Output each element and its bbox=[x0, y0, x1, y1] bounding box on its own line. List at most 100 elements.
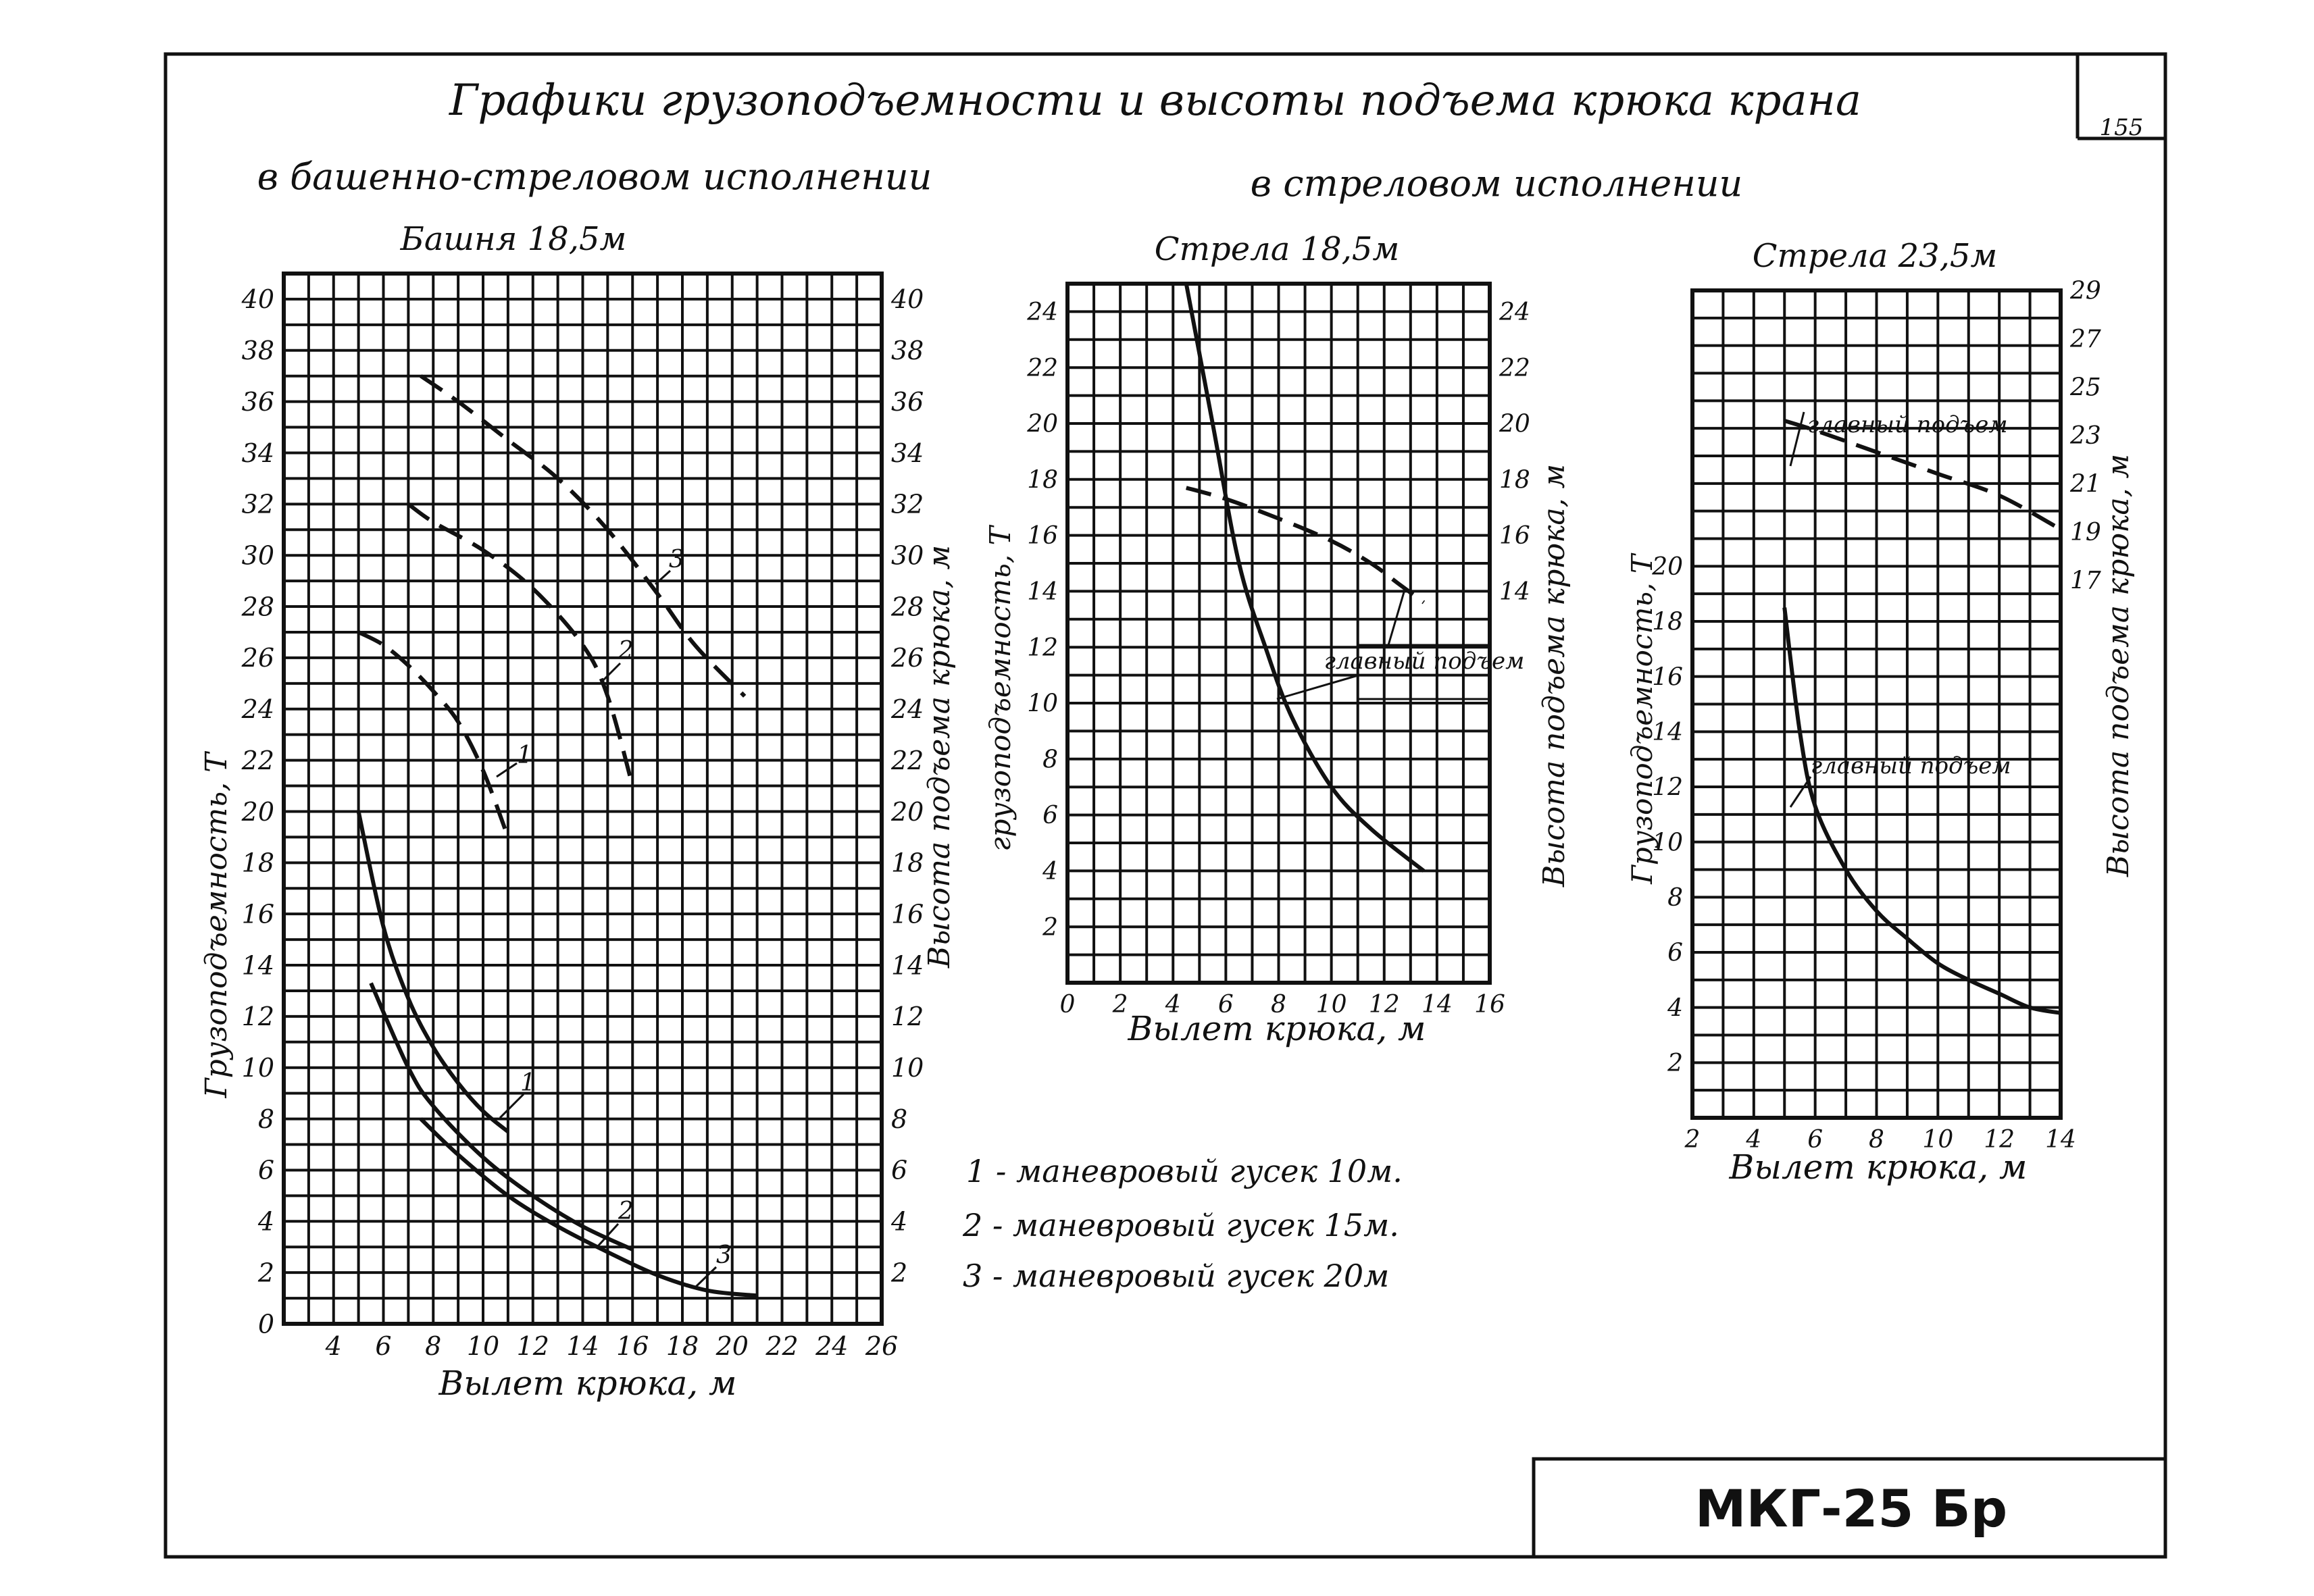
series-line-capacity-1 bbox=[1782, 607, 2061, 1015]
y-tick-label-left: 20 bbox=[1651, 553, 1683, 581]
y-tick-label-left: 18 bbox=[1652, 609, 1683, 636]
chart-tower-xlabel: Вылет крюка, м bbox=[438, 1364, 737, 1403]
annotation-capacity-label: главный подъем bbox=[1811, 752, 2011, 779]
x-tick-label: 2 bbox=[1112, 991, 1128, 1019]
annotation-leader-dashed bbox=[1387, 587, 1407, 646]
y-tick-label-left: 24 bbox=[1026, 299, 1058, 326]
y-tick-label-left: 14 bbox=[1652, 719, 1683, 746]
y-tick-label-right: 14 bbox=[891, 950, 924, 980]
x-tick-label: 4 bbox=[1165, 991, 1181, 1019]
y-tick-label-right: 27 bbox=[2069, 326, 2101, 353]
x-tick-label: 12 bbox=[1984, 1126, 2015, 1154]
y-tick-label-left: 12 bbox=[242, 1002, 274, 1031]
x-tick-label: 16 bbox=[1474, 991, 1505, 1019]
y-tick-label-left: 28 bbox=[241, 592, 274, 621]
annotation-height-leader bbox=[1789, 411, 1805, 467]
chart-tower-ylabel-right: Высота подъема крюка, м bbox=[922, 545, 957, 969]
y-tick-label-right: 32 bbox=[891, 490, 924, 519]
y-tick-label-left: 38 bbox=[242, 336, 274, 365]
sheet-border bbox=[164, 52, 2167, 1559]
legend: 1 - маневровый гусек 10м. 2 - маневровый… bbox=[962, 1153, 1403, 1294]
y-tick-label-left: 4 bbox=[1667, 994, 1683, 1022]
y-tick-label-left: 32 bbox=[242, 490, 274, 519]
chart-tower: Башня 18,5м 4 6 8 10 12 14 16 18 20 22 24 260246810… bbox=[199, 220, 957, 1403]
series-line-height-2 bbox=[1784, 419, 2062, 532]
plot-frame bbox=[282, 272, 884, 1326]
chart-boom-23-ylabel-right: Высота подъема крюка, м bbox=[2101, 454, 2136, 877]
y-tick-label-left: 8 bbox=[1667, 884, 1683, 912]
y-tick-label-right: 24 bbox=[1499, 299, 1530, 326]
chart-boom-18-grid bbox=[1065, 282, 1492, 985]
chart-tower-ticks: 4 6 8 10 12 14 16 18 20 22 24 260246810121416182022… bbox=[241, 284, 924, 1361]
series-line-height-6 bbox=[420, 374, 747, 698]
series-leader-1 bbox=[499, 1093, 525, 1119]
y-tick-label-left: 6 bbox=[1667, 939, 1683, 967]
x-tick-label: 24 bbox=[815, 1331, 848, 1361]
y-tick-label-right: 30 bbox=[891, 540, 924, 570]
y-tick-label-right: 22 bbox=[890, 746, 924, 775]
x-tick-label: 18 bbox=[666, 1331, 699, 1361]
y-tick-label-left: 6 bbox=[258, 1156, 274, 1185]
x-tick-label: 6 bbox=[375, 1331, 391, 1361]
series-leader-1-height bbox=[496, 762, 518, 778]
series-label-3: 3 bbox=[716, 1241, 732, 1269]
y-tick-label-left: 26 bbox=[241, 643, 274, 673]
chart-boom-23-series bbox=[1782, 419, 2062, 1015]
series-line-capacity-1 bbox=[1184, 283, 1426, 873]
y-tick-label-left: 18 bbox=[242, 848, 274, 878]
x-tick-label: 8 bbox=[1271, 991, 1286, 1019]
y-tick-label-right: 4 bbox=[890, 1207, 907, 1237]
y-tick-label-right: 23 bbox=[2069, 422, 2101, 450]
chart-tower-title: Башня 18,5м bbox=[400, 220, 627, 258]
x-tick-label: 10 bbox=[1316, 991, 1347, 1019]
x-tick-label: 8 bbox=[425, 1331, 441, 1361]
y-tick-label-left: 16 bbox=[1652, 663, 1683, 691]
series-leader-3 bbox=[695, 1266, 718, 1288]
y-tick-label-left: 10 bbox=[1652, 829, 1683, 856]
y-tick-label-left: 40 bbox=[241, 284, 274, 314]
series-leader-2 bbox=[597, 1222, 620, 1247]
chart-boom-18: Стрела 18,5м 0 2 4 6 8 10 12 14 1624681012141618… bbox=[984, 230, 1571, 1048]
y-tick-label-left: 12 bbox=[1652, 774, 1683, 802]
y-tick-label-right: 21 bbox=[2069, 470, 2101, 498]
chart-boom-18-annotation: главный подъем bbox=[1276, 587, 1524, 700]
x-tick-label: 10 bbox=[1922, 1126, 1953, 1154]
chart-boom-23-ylabel-left: Грузоподъемность, Т bbox=[1626, 552, 1659, 885]
plot-frame bbox=[1690, 288, 2063, 1120]
right-heading: в стреловом исполнении bbox=[1251, 162, 1743, 205]
chart-boom-18-series bbox=[1184, 283, 1426, 873]
chart-boom-23-annotations: главный подъем главный подъем bbox=[1789, 411, 2011, 808]
y-tick-label-left: 20 bbox=[1026, 411, 1058, 438]
annotation-capacity-leader bbox=[1789, 776, 1812, 808]
chart-boom-18-ylabel-left: грузоподъемность, Т bbox=[984, 524, 1017, 851]
y-tick-label-right: 36 bbox=[891, 387, 924, 417]
y-tick-label-left: 4 bbox=[1042, 858, 1058, 885]
chart-boom-23: Стрела 23,5м 2 4 6 8 10 12 14 2 4 6 8 10 12 14 16 18 20 1… bbox=[1626, 237, 2136, 1187]
y-tick-label-right: 26 bbox=[890, 643, 924, 673]
chart-boom-23-xlabel: Вылет крюка, м bbox=[1729, 1148, 2028, 1187]
y-tick-label-left: 8 bbox=[1042, 746, 1058, 773]
y-tick-label-right: 17 bbox=[2070, 567, 2101, 594]
y-tick-label-right: 22 bbox=[1499, 355, 1530, 382]
y-tick-label-right: 18 bbox=[891, 848, 924, 878]
x-tick-label: 10 bbox=[467, 1331, 499, 1361]
chart-tower-annotations: 1 2 3 1 2 3 bbox=[496, 546, 732, 1288]
x-tick-label: 6 bbox=[1218, 991, 1234, 1019]
y-tick-label-left: 16 bbox=[1027, 522, 1058, 550]
y-tick-label-right: 6 bbox=[891, 1156, 907, 1185]
y-tick-label-right: 19 bbox=[2070, 519, 2101, 546]
y-tick-label-left: 10 bbox=[242, 1053, 274, 1083]
y-tick-label-left: 6 bbox=[1042, 802, 1058, 829]
sheet-title: Графики грузоподъемности и высоты подъем… bbox=[449, 76, 1861, 126]
chart-boom-18-title: Стрела 18,5м bbox=[1155, 230, 1399, 268]
y-tick-label-left: 34 bbox=[242, 438, 274, 468]
y-tick-label-left: 14 bbox=[1027, 578, 1058, 606]
y-tick-label-right: 8 bbox=[891, 1104, 907, 1134]
y-tick-label-left: 2 bbox=[257, 1258, 274, 1287]
chart-tower-series bbox=[356, 374, 757, 1298]
y-tick-label-right: 20 bbox=[890, 797, 924, 827]
series-line-capacity-3 bbox=[419, 1117, 757, 1298]
annotation-box bbox=[1357, 644, 1491, 700]
y-tick-label-left: 22 bbox=[241, 746, 274, 775]
